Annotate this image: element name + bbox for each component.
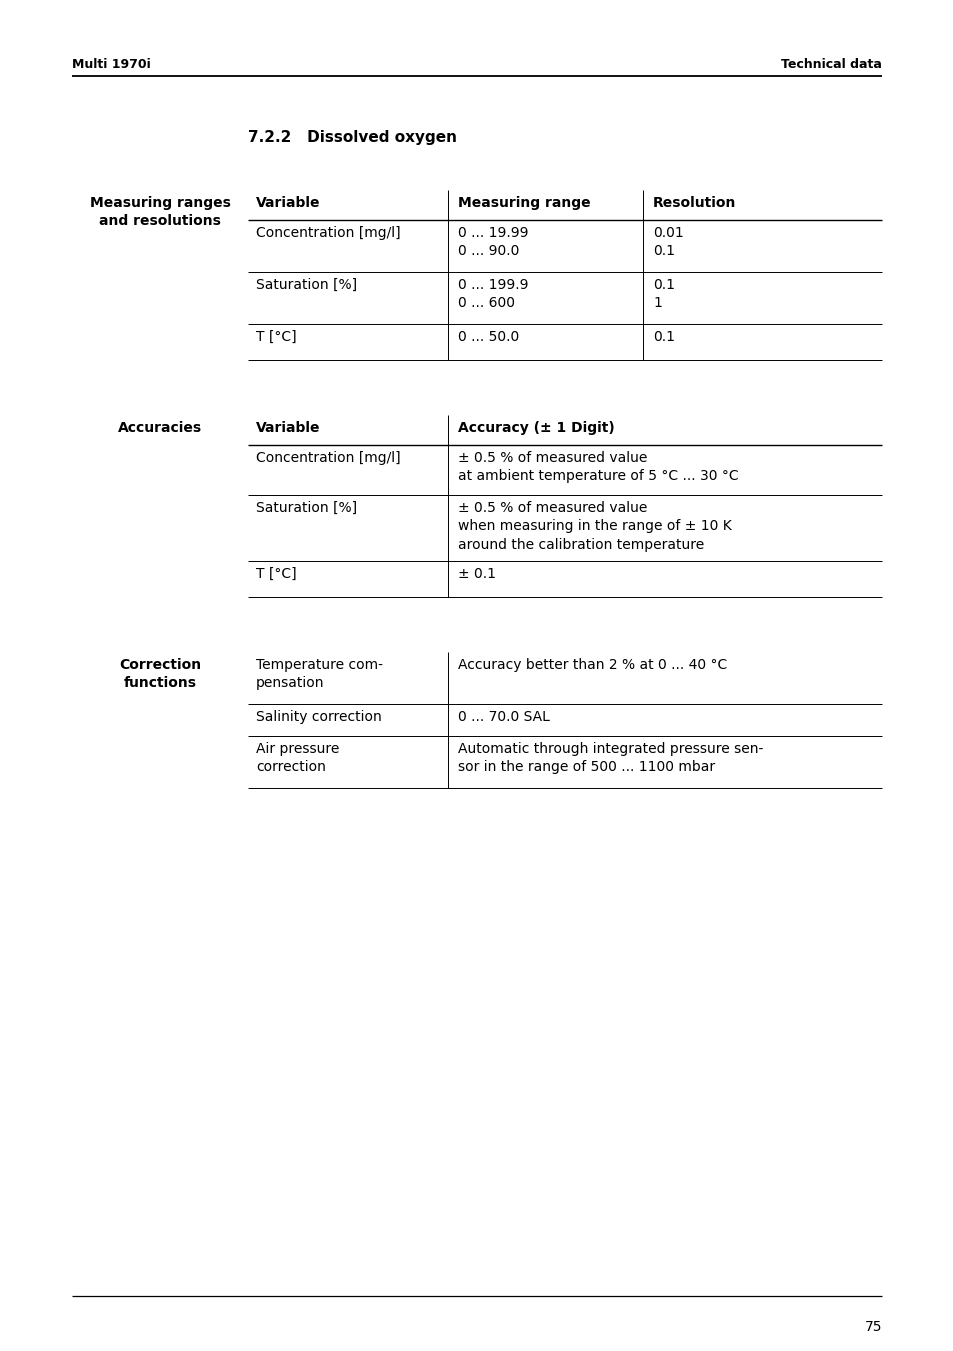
Text: 0 ... 199.9
0 ... 600: 0 ... 199.9 0 ... 600 (457, 278, 528, 311)
Text: ± 0.1: ± 0.1 (457, 567, 496, 581)
Text: Resolution: Resolution (652, 196, 736, 209)
Text: 0.01
0.1: 0.01 0.1 (652, 226, 683, 258)
Text: 0.1: 0.1 (652, 330, 675, 345)
Text: 7.2.2   Dissolved oxygen: 7.2.2 Dissolved oxygen (248, 130, 456, 145)
Text: Concentration [mg/l]: Concentration [mg/l] (255, 451, 400, 465)
Text: Temperature com-
pensation: Temperature com- pensation (255, 658, 382, 690)
Text: ± 0.5 % of measured value
when measuring in the range of ± 10 K
around the calib: ± 0.5 % of measured value when measuring… (457, 501, 731, 551)
Text: 0 ... 70.0 SAL: 0 ... 70.0 SAL (457, 711, 549, 724)
Text: Air pressure
correction: Air pressure correction (255, 742, 339, 774)
Text: Saturation [%]: Saturation [%] (255, 278, 356, 292)
Text: 0 ... 50.0: 0 ... 50.0 (457, 330, 518, 345)
Text: Variable: Variable (255, 196, 320, 209)
Text: T [°C]: T [°C] (255, 330, 296, 345)
Text: Salinity correction: Salinity correction (255, 711, 381, 724)
Text: Accuracies: Accuracies (118, 422, 202, 435)
Text: Technical data: Technical data (781, 58, 882, 72)
Text: 0 ... 19.99
0 ... 90.0: 0 ... 19.99 0 ... 90.0 (457, 226, 528, 258)
Text: Accuracy (± 1 Digit): Accuracy (± 1 Digit) (457, 422, 614, 435)
Text: 75: 75 (863, 1320, 882, 1333)
Text: 0.1
1: 0.1 1 (652, 278, 675, 311)
Text: Automatic through integrated pressure sen-
sor in the range of 500 ... 1100 mbar: Automatic through integrated pressure se… (457, 742, 762, 774)
Text: Concentration [mg/l]: Concentration [mg/l] (255, 226, 400, 240)
Text: Measuring range: Measuring range (457, 196, 590, 209)
Text: Variable: Variable (255, 422, 320, 435)
Text: Measuring ranges
and resolutions: Measuring ranges and resolutions (90, 196, 231, 228)
Text: Accuracy better than 2 % at 0 ... 40 °C: Accuracy better than 2 % at 0 ... 40 °C (457, 658, 726, 671)
Text: T [°C]: T [°C] (255, 567, 296, 581)
Text: Saturation [%]: Saturation [%] (255, 501, 356, 515)
Text: Multi 1970i: Multi 1970i (71, 58, 151, 72)
Text: ± 0.5 % of measured value
at ambient temperature of 5 °C ... 30 °C: ± 0.5 % of measured value at ambient tem… (457, 451, 738, 484)
Text: Correction
functions: Correction functions (119, 658, 201, 690)
